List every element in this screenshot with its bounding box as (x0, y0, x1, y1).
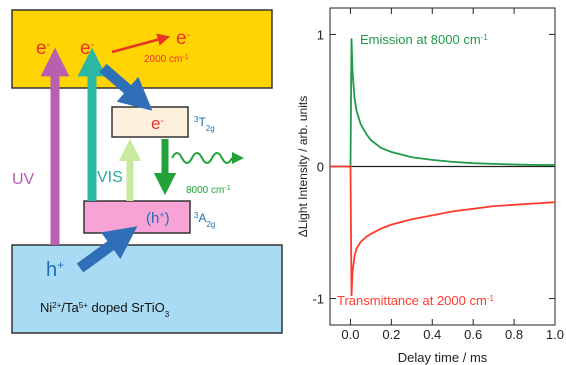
electron-excitation-arrow (111, 33, 171, 54)
x-tick-label: 1.0 (546, 327, 564, 342)
valence-band (11, 244, 283, 334)
material-label: Ni2+/Ta5+ doped SrTiO3 (40, 300, 170, 319)
series-label-0: Emission at 8000 cm-1 (360, 32, 488, 47)
hole-transfer-arrow (76, 226, 138, 273)
series-line-1 (330, 165, 556, 296)
vb-hole: h+ (46, 258, 64, 281)
a2g-label: 3A2g (194, 211, 215, 229)
x-tick-label: 0.0 (341, 327, 359, 342)
y-tick-label: 0 (317, 160, 324, 175)
chart-series (330, 38, 556, 296)
y-tick-label: 1 (317, 27, 324, 42)
y-tick-label: -1 (312, 292, 324, 307)
t2g-electron: e- (151, 114, 164, 133)
chart-labels: 0.0 0.2 0.4 0.6 0.8 1.0 -1 0 1 Emission at 8000 c… (296, 27, 564, 365)
x-tick-label: 0.2 (382, 327, 400, 342)
uv-label: UV (12, 171, 35, 188)
series-line-0 (330, 38, 556, 168)
emission-label: 8000 cm-1 (186, 185, 231, 197)
y-axis-label: ΔLight Intensity / arb. units (296, 96, 310, 237)
vis-label: VIS (97, 169, 123, 186)
relaxation-arrow (99, 63, 153, 111)
t2g-label: 3T2g (194, 115, 215, 133)
cb-excited-label: 2000 cm-1 (144, 54, 189, 66)
cb-electron-1: e- (36, 38, 51, 59)
chart-axes (329, 7, 556, 326)
x-axis-label: Delay time / ms (398, 350, 488, 365)
t2g-level (111, 106, 189, 138)
x-tick-label: 0.6 (464, 327, 482, 342)
a2g-hole: (h+) (146, 210, 170, 227)
cb-excited-electron: e- (176, 28, 191, 49)
x-tick-label: 0.8 (505, 327, 523, 342)
emission-wave-icon (171, 152, 233, 164)
energy-level-diagram: e- e- e- 2000 cm-1 e- 3T2g (h+) 3A2g h+ … (11, 9, 283, 334)
x-tick-label: 0.4 (423, 327, 441, 342)
cb-electron-2: e- (80, 38, 95, 59)
series-label-1: Transmittance at 2000 cm-1 (337, 293, 494, 308)
emission-wave-arrowhead (232, 152, 244, 164)
